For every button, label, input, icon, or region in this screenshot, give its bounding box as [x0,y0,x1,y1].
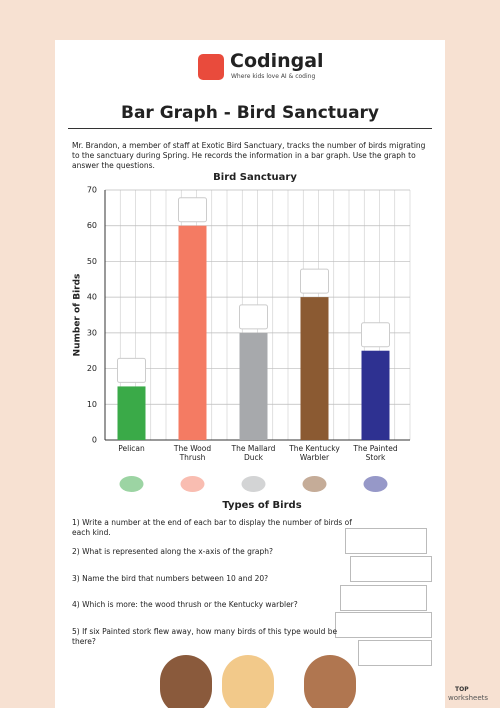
bird-picture [363,476,388,492]
answer-box[interactable] [350,556,432,582]
x-axis-label: Types of Birds [222,500,301,511]
tagline: Where kids love AI & coding [231,73,316,80]
question: 5) If six Painted stork flew away, how m… [72,627,338,646]
answer-label-box [300,268,329,294]
bar [361,350,390,440]
bar [178,225,207,440]
bird-picture [241,476,266,492]
bird-picture [302,476,327,492]
brand: Codingal [230,50,324,72]
bar [300,297,329,440]
answer-box[interactable] [335,612,432,638]
kid [304,655,356,708]
bar [117,386,146,440]
bar [239,332,268,440]
answer-box[interactable] [340,585,427,611]
answer-box[interactable] [358,640,432,666]
answer-label-box [239,304,268,330]
question: 2) What is represented along the x-axis … [72,547,274,556]
footer-worksheets: worksheets [448,694,489,702]
chart-title: Bird Sanctuary [213,172,297,183]
y-tick-label: 60 [87,221,97,230]
y-tick-label: 20 [87,364,97,373]
x-tick-label: Pelican [118,444,145,453]
title: Bar Graph - Bird Sanctuary [120,103,380,123]
answer-box[interactable] [345,528,427,554]
question: 1) Write a number at the end of each bar… [72,518,352,537]
y-tick-label: 10 [87,400,97,409]
kid [160,655,212,708]
bird-picture [180,476,205,492]
title-rule [68,128,432,129]
question: 4) Which is more: the wood thrush or the… [72,600,298,609]
y-tick-label: 0 [92,436,97,445]
x-tick-label: The Kentucky Warbler [289,444,340,462]
y-tick-label: 50 [87,257,97,266]
intro: Mr. Brandon, a member of staff at Exotic… [72,141,426,170]
logo-icon [198,54,224,80]
kid [222,655,274,708]
question: 3) Name the bird that numbers between 10… [72,574,269,583]
bird-picture [119,476,144,492]
answer-label-box [361,322,390,348]
answer-label-box [178,197,207,223]
footer-top: TOP [455,686,469,693]
x-tick-label: The Painted Stork [353,444,398,462]
y-tick-label: 40 [87,293,97,302]
x-tick-label: The Mallard Duck [231,444,276,462]
y-tick-label: 30 [87,328,97,337]
answer-label-box [117,357,146,383]
y-axis-label: Number of Birds [73,274,83,357]
x-tick-label: The Wood Thrush [173,444,212,462]
y-tick-label: 70 [87,186,97,195]
